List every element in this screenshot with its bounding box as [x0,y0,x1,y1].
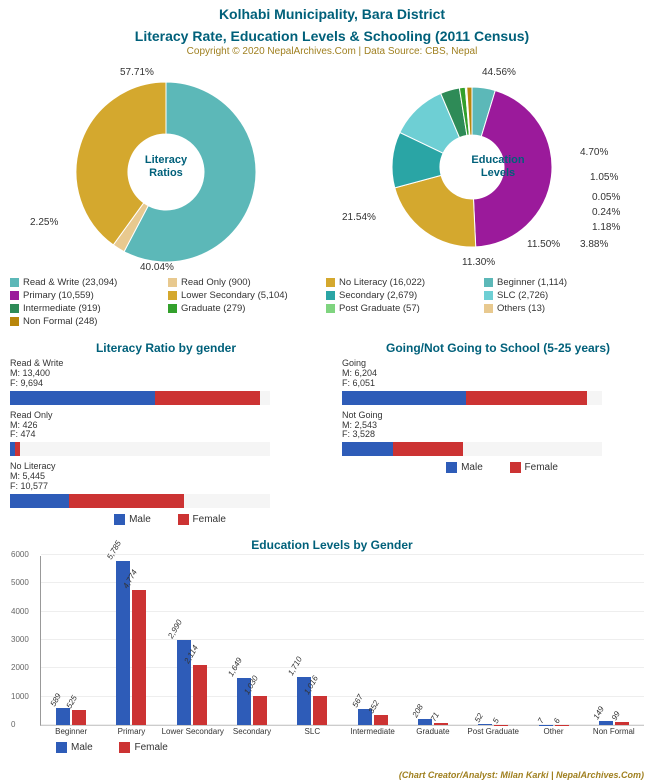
vbar-cat: Beginner [41,725,101,736]
vbar-group: 567 352 Intermediate [342,709,402,725]
vbar-group: 5,785 4,774 Primary [101,561,161,725]
pct-label: 4.70% [580,147,608,158]
pct-label: 0.05% [592,192,620,203]
legend-item: Primary (10,559) [10,290,160,301]
donut-slice [395,175,476,247]
vbar-cat: Non Formal [584,725,644,736]
pct-label: 2.25% [30,217,58,228]
donut-education: EducationLevels 4.70% 44.56% 21.54% 11.30% 1… [332,57,664,277]
combined-legend: Read & Write (23,094) Read Only (900) No L… [0,277,664,329]
pct-label: 3.88% [580,239,608,250]
donut-education-title: EducationLevels [471,154,524,180]
pct-label: 1.18% [592,222,620,233]
pct-label: 0.24% [592,207,620,218]
vbar-female: 4,774 [132,590,146,725]
vbar-female: 352 [374,715,388,725]
vbar-male: 589 [56,708,70,725]
hbar-row: Read & WriteM: 13,400F: 9,694 [10,359,322,405]
vbar-cat: Other [523,725,583,736]
hbar-row: Not GoingM: 2,543F: 3,528 [342,411,654,457]
pct-label: 44.56% [482,67,516,78]
vchart: 0100020003000400050006000 589 525 Beginn… [40,556,644,726]
vchart-title: Education Levels by Gender [0,538,664,552]
credit: (Chart Creator/Analyst: Milan Karki | Ne… [0,756,664,780]
legend-item: Read Only (900) [168,277,318,288]
vbar-female: 1,016 [313,696,327,725]
legend-item: Graduate (279) [168,303,318,314]
legend-item: SLC (2,726) [484,290,634,301]
hbar-row: GoingM: 6,204F: 6,051 [342,359,654,405]
vbar-group: 2,990 2,114 Lower Secondary [162,640,222,725]
legend-item: Intermediate (919) [10,303,160,314]
vbar-female: 2,114 [193,665,207,725]
hbar-school-title: Going/Not Going to School (5-25 years) [342,341,654,355]
title-line1: Kolhabi Municipality, Bara District [0,0,664,22]
vbar-group: 589 525 Beginner [41,708,101,725]
vbar-cat: Primary [101,725,161,736]
donut-literacy-title: LiteracyRatios [145,154,187,180]
donut-literacy: LiteracyRatios 57.71% 2.25% 40.04% [0,57,332,277]
pct-label: 21.54% [342,212,376,223]
hbar-row: Read OnlyM: 426F: 474 [10,411,322,457]
legend-item: Lower Secondary (5,104) [168,290,318,301]
vbar-group: 208 71 Graduate [403,719,463,725]
vbar-cat: Graduate [403,725,463,736]
legend-item: No Literacy (16,022) [326,277,476,288]
vbar-group: 1,710 1,016 SLC [282,677,342,725]
vbar-cat: SLC [282,725,342,736]
vbar-cat: Post Graduate [463,725,523,736]
pct-label: 11.30% [462,257,495,268]
pct-label: 40.04% [140,262,174,273]
pct-label: 1.05% [590,172,618,183]
vbar-female: 1,030 [253,696,267,725]
vbar-cat: Lower Secondary [162,725,222,736]
vbar-group: 52 5 Post Graduate [463,724,523,725]
legend-item: Beginner (1,114) [484,277,634,288]
legend-item: Non Formal (248) [10,316,160,327]
gridline: 6000 [41,554,644,555]
legend-item: Read & Write (23,094) [10,277,160,288]
hbar-school: Going/Not Going to School (5-25 years) G… [332,335,664,528]
hbar-literacy-title: Literacy Ratio by gender [10,341,322,355]
legend-item: Post Graduate (57) [326,303,476,314]
title-line2: Literacy Rate, Education Levels & School… [0,22,664,44]
pct-label: 11.50% [527,239,560,250]
vbar-cat: Secondary [222,725,282,736]
copyright: Copyright © 2020 NepalArchives.Com | Dat… [0,46,664,57]
vbar-group: 1,649 1,030 Secondary [222,678,282,725]
vbar-cat: Intermediate [342,725,402,736]
hbar-literacy: Literacy Ratio by gender Read & WriteM: … [0,335,332,528]
vbar-female: 525 [72,710,86,725]
legend-item: Others (13) [484,303,634,314]
legend-item: Secondary (2,679) [326,290,476,301]
pct-label: 57.71% [120,67,154,78]
hbar-row: No LiteracyM: 5,445F: 10,577 [10,462,322,508]
vbar-group: 149 99 Non Formal [584,721,644,725]
